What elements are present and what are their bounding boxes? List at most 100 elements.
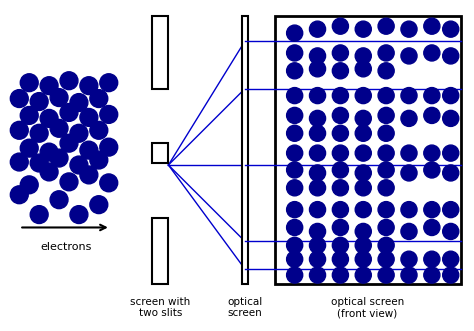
Circle shape — [287, 162, 303, 178]
Circle shape — [310, 237, 326, 253]
Circle shape — [378, 145, 394, 161]
Text: screen with
two slits: screen with two slits — [130, 297, 191, 318]
Circle shape — [90, 121, 108, 139]
Circle shape — [40, 163, 58, 181]
Circle shape — [332, 251, 348, 267]
Circle shape — [332, 107, 348, 123]
Circle shape — [424, 219, 440, 236]
Circle shape — [70, 94, 88, 112]
Circle shape — [10, 90, 28, 108]
Circle shape — [20, 176, 38, 194]
Circle shape — [401, 223, 417, 239]
Circle shape — [378, 107, 394, 123]
Circle shape — [424, 18, 440, 34]
Circle shape — [355, 110, 371, 126]
Circle shape — [355, 21, 371, 37]
Circle shape — [80, 141, 98, 159]
Circle shape — [50, 149, 68, 167]
Bar — [153, 16, 168, 89]
Circle shape — [424, 267, 440, 283]
Circle shape — [30, 124, 48, 142]
Circle shape — [310, 88, 326, 104]
Circle shape — [80, 109, 98, 126]
Circle shape — [310, 251, 326, 267]
Circle shape — [10, 153, 28, 171]
Circle shape — [310, 125, 326, 141]
Circle shape — [70, 124, 88, 142]
Circle shape — [378, 88, 394, 104]
Circle shape — [287, 202, 303, 218]
Circle shape — [310, 223, 326, 239]
Circle shape — [287, 63, 303, 79]
Circle shape — [401, 21, 417, 37]
Circle shape — [378, 45, 394, 61]
Circle shape — [355, 267, 371, 283]
Circle shape — [424, 88, 440, 104]
Circle shape — [378, 180, 394, 196]
Circle shape — [100, 138, 118, 156]
Circle shape — [424, 162, 440, 178]
Circle shape — [90, 196, 108, 213]
Circle shape — [355, 202, 371, 218]
Circle shape — [50, 119, 68, 137]
Circle shape — [401, 48, 417, 64]
Circle shape — [332, 18, 348, 34]
Circle shape — [310, 180, 326, 196]
Circle shape — [378, 251, 394, 267]
Circle shape — [310, 267, 326, 283]
Circle shape — [378, 237, 394, 253]
Bar — [153, 217, 168, 284]
Circle shape — [100, 106, 118, 123]
Circle shape — [443, 145, 459, 161]
Circle shape — [287, 145, 303, 161]
Circle shape — [30, 93, 48, 111]
Circle shape — [60, 104, 78, 121]
Circle shape — [332, 125, 348, 141]
Circle shape — [401, 267, 417, 283]
Circle shape — [378, 162, 394, 178]
Text: electrons: electrons — [40, 242, 91, 252]
Circle shape — [401, 202, 417, 218]
Circle shape — [355, 88, 371, 104]
Circle shape — [332, 63, 348, 79]
Circle shape — [443, 110, 459, 126]
Circle shape — [401, 145, 417, 161]
Circle shape — [310, 48, 326, 64]
Circle shape — [355, 165, 371, 181]
Circle shape — [378, 267, 394, 283]
Circle shape — [310, 61, 326, 77]
Circle shape — [355, 125, 371, 141]
Circle shape — [90, 151, 108, 169]
Circle shape — [443, 21, 459, 37]
Text: optical
screen: optical screen — [228, 297, 263, 318]
Circle shape — [287, 107, 303, 123]
Circle shape — [20, 107, 38, 124]
Circle shape — [332, 88, 348, 104]
Circle shape — [332, 162, 348, 178]
Circle shape — [310, 21, 326, 37]
Circle shape — [40, 77, 58, 95]
Circle shape — [332, 237, 348, 253]
Circle shape — [401, 165, 417, 181]
Circle shape — [100, 174, 118, 192]
Circle shape — [287, 251, 303, 267]
Circle shape — [355, 251, 371, 267]
Circle shape — [355, 223, 371, 239]
Text: optical screen
(front view): optical screen (front view) — [330, 297, 404, 318]
Circle shape — [287, 25, 303, 41]
Circle shape — [443, 165, 459, 181]
Circle shape — [287, 45, 303, 61]
Circle shape — [332, 145, 348, 161]
Circle shape — [90, 90, 108, 108]
Circle shape — [355, 61, 371, 77]
Circle shape — [332, 202, 348, 218]
Circle shape — [310, 145, 326, 161]
Circle shape — [424, 45, 440, 61]
Circle shape — [355, 145, 371, 161]
Bar — [153, 143, 168, 163]
Circle shape — [443, 88, 459, 104]
Circle shape — [310, 110, 326, 126]
Circle shape — [443, 48, 459, 64]
Circle shape — [50, 191, 68, 209]
Circle shape — [401, 251, 417, 267]
